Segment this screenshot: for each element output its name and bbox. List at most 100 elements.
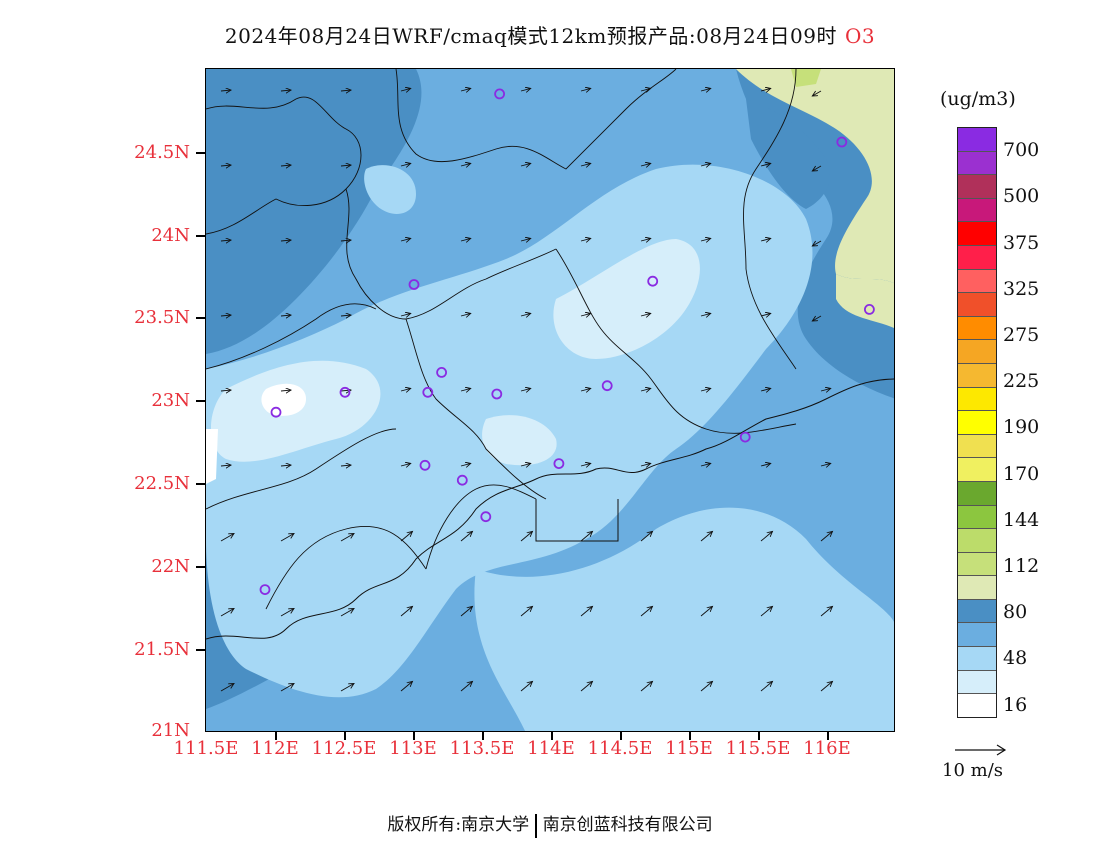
station-marker[interactable] — [270, 406, 282, 418]
station-marker[interactable] — [601, 380, 613, 392]
wind-arrow — [700, 388, 711, 391]
station-marker[interactable] — [419, 459, 431, 471]
wind-arrow — [400, 606, 413, 617]
station-marker[interactable] — [339, 386, 351, 398]
wind-arrow — [520, 388, 531, 391]
legend-label: 325 — [1003, 277, 1040, 300]
station-marker[interactable] — [480, 511, 492, 523]
wind-arrow — [760, 238, 771, 241]
wind-arrow — [700, 163, 711, 166]
x-tick-label: 115E — [665, 738, 713, 759]
wind-arrow — [280, 315, 291, 316]
wind-arrow — [820, 681, 833, 692]
legend-swatch — [958, 316, 996, 341]
legend-label: 48 — [1003, 647, 1028, 670]
wind-arrow — [700, 531, 713, 542]
x-tick-label: 114E — [527, 738, 575, 759]
o3-field-80-112-coast — [836, 274, 894, 329]
station-marker[interactable] — [494, 88, 506, 100]
y-tick-label: 21.5N — [134, 639, 190, 660]
station-marker[interactable] — [491, 388, 503, 400]
station-marker[interactable] — [553, 458, 565, 470]
legend-label: 375 — [1003, 231, 1040, 254]
wind-arrow — [280, 609, 294, 617]
wind-arrow — [400, 463, 411, 466]
legend-label: 80 — [1003, 601, 1028, 624]
station-marker[interactable] — [436, 366, 448, 378]
wind-arrow — [580, 531, 593, 542]
legend-label: 170 — [1003, 462, 1040, 485]
wind-arrow — [460, 163, 471, 166]
legend-swatch — [958, 647, 996, 671]
wind-arrow — [700, 463, 711, 466]
pollutant-label: O3 — [844, 24, 876, 48]
o3-field-48-64-north — [364, 165, 416, 214]
copyright-footer: 版权所有:南京大学 南京创蓝科技有限公司 — [0, 810, 1100, 838]
y-tick-label: 23.5N — [134, 307, 190, 328]
legend-swatch — [958, 175, 996, 199]
wind-arrow — [400, 163, 411, 166]
title-text: 2024年08月24日WRF/cmaq模式12km预报产品:08月24日09时 — [224, 24, 837, 48]
wind-arrow — [812, 240, 822, 246]
wind-arrow — [220, 90, 231, 91]
hk-boundary — [535, 499, 619, 542]
legend-swatch — [958, 198, 996, 223]
wind-arrow — [340, 165, 351, 166]
x-tick-mark — [344, 732, 346, 740]
wind-arrow — [760, 388, 771, 391]
y-tick-mark — [196, 483, 205, 485]
wind-arrow — [640, 606, 653, 617]
wind-arrow — [280, 465, 291, 466]
wind-arrow — [400, 681, 413, 692]
x-tick-mark — [620, 732, 622, 740]
x-tick-label: 111.5E — [173, 738, 239, 759]
wind-arrow — [640, 388, 651, 391]
wind-arrow — [340, 684, 354, 692]
station-marker[interactable] — [422, 386, 434, 398]
station-marker[interactable] — [864, 303, 875, 315]
x-tick-mark — [758, 732, 760, 740]
o3-field-48-64-sea — [474, 507, 894, 731]
y-tick-label: 23N — [151, 390, 190, 411]
x-tick-mark — [689, 732, 691, 740]
o3-field-72-80-west — [206, 69, 422, 354]
wind-arrow — [640, 531, 653, 542]
station-marker[interactable] — [408, 279, 420, 290]
wind-arrow — [580, 238, 591, 241]
legend-swatch — [958, 481, 996, 506]
legend-label: 190 — [1003, 416, 1040, 439]
station-marker[interactable] — [647, 275, 659, 287]
wind-arrow — [520, 531, 533, 542]
map-title: 2024年08月24日WRF/cmaq模式12km预报产品:08月24日09时 O… — [0, 20, 1100, 49]
wind-arrow — [812, 165, 822, 171]
station-marker[interactable] — [739, 431, 751, 443]
station-marker[interactable] — [836, 136, 848, 148]
wind-arrow — [280, 165, 291, 166]
wind-arrow — [640, 463, 651, 466]
wind-arrow — [220, 315, 231, 316]
x-tick-label: 113E — [389, 738, 437, 759]
wind-arrow — [220, 240, 231, 241]
o3-field-16-48-delta — [482, 415, 557, 466]
legend-label: 700 — [1003, 139, 1040, 162]
x-tick-mark — [275, 732, 277, 740]
station-marker[interactable] — [456, 474, 468, 486]
legend-label: 144 — [1003, 508, 1040, 531]
wind-arrow — [580, 681, 593, 692]
o3-field-16-48-east — [553, 239, 700, 359]
station-marker[interactable] — [259, 584, 271, 595]
wind-arrow — [580, 88, 591, 91]
wind-scale-arrow — [955, 744, 1007, 756]
legend-swatch — [958, 529, 996, 553]
wind-arrow — [812, 315, 822, 321]
wind-arrow — [820, 606, 833, 617]
legend-swatch — [958, 694, 996, 717]
o3-forecast-map[interactable] — [205, 68, 895, 732]
wind-arrow — [520, 238, 531, 241]
wind-arrow — [700, 238, 711, 241]
wind-arrow — [580, 606, 593, 617]
legend-label: 16 — [1003, 693, 1028, 716]
wind-arrow — [760, 606, 773, 617]
x-tick-mark — [413, 732, 415, 740]
admin-boundaries — [206, 69, 797, 610]
